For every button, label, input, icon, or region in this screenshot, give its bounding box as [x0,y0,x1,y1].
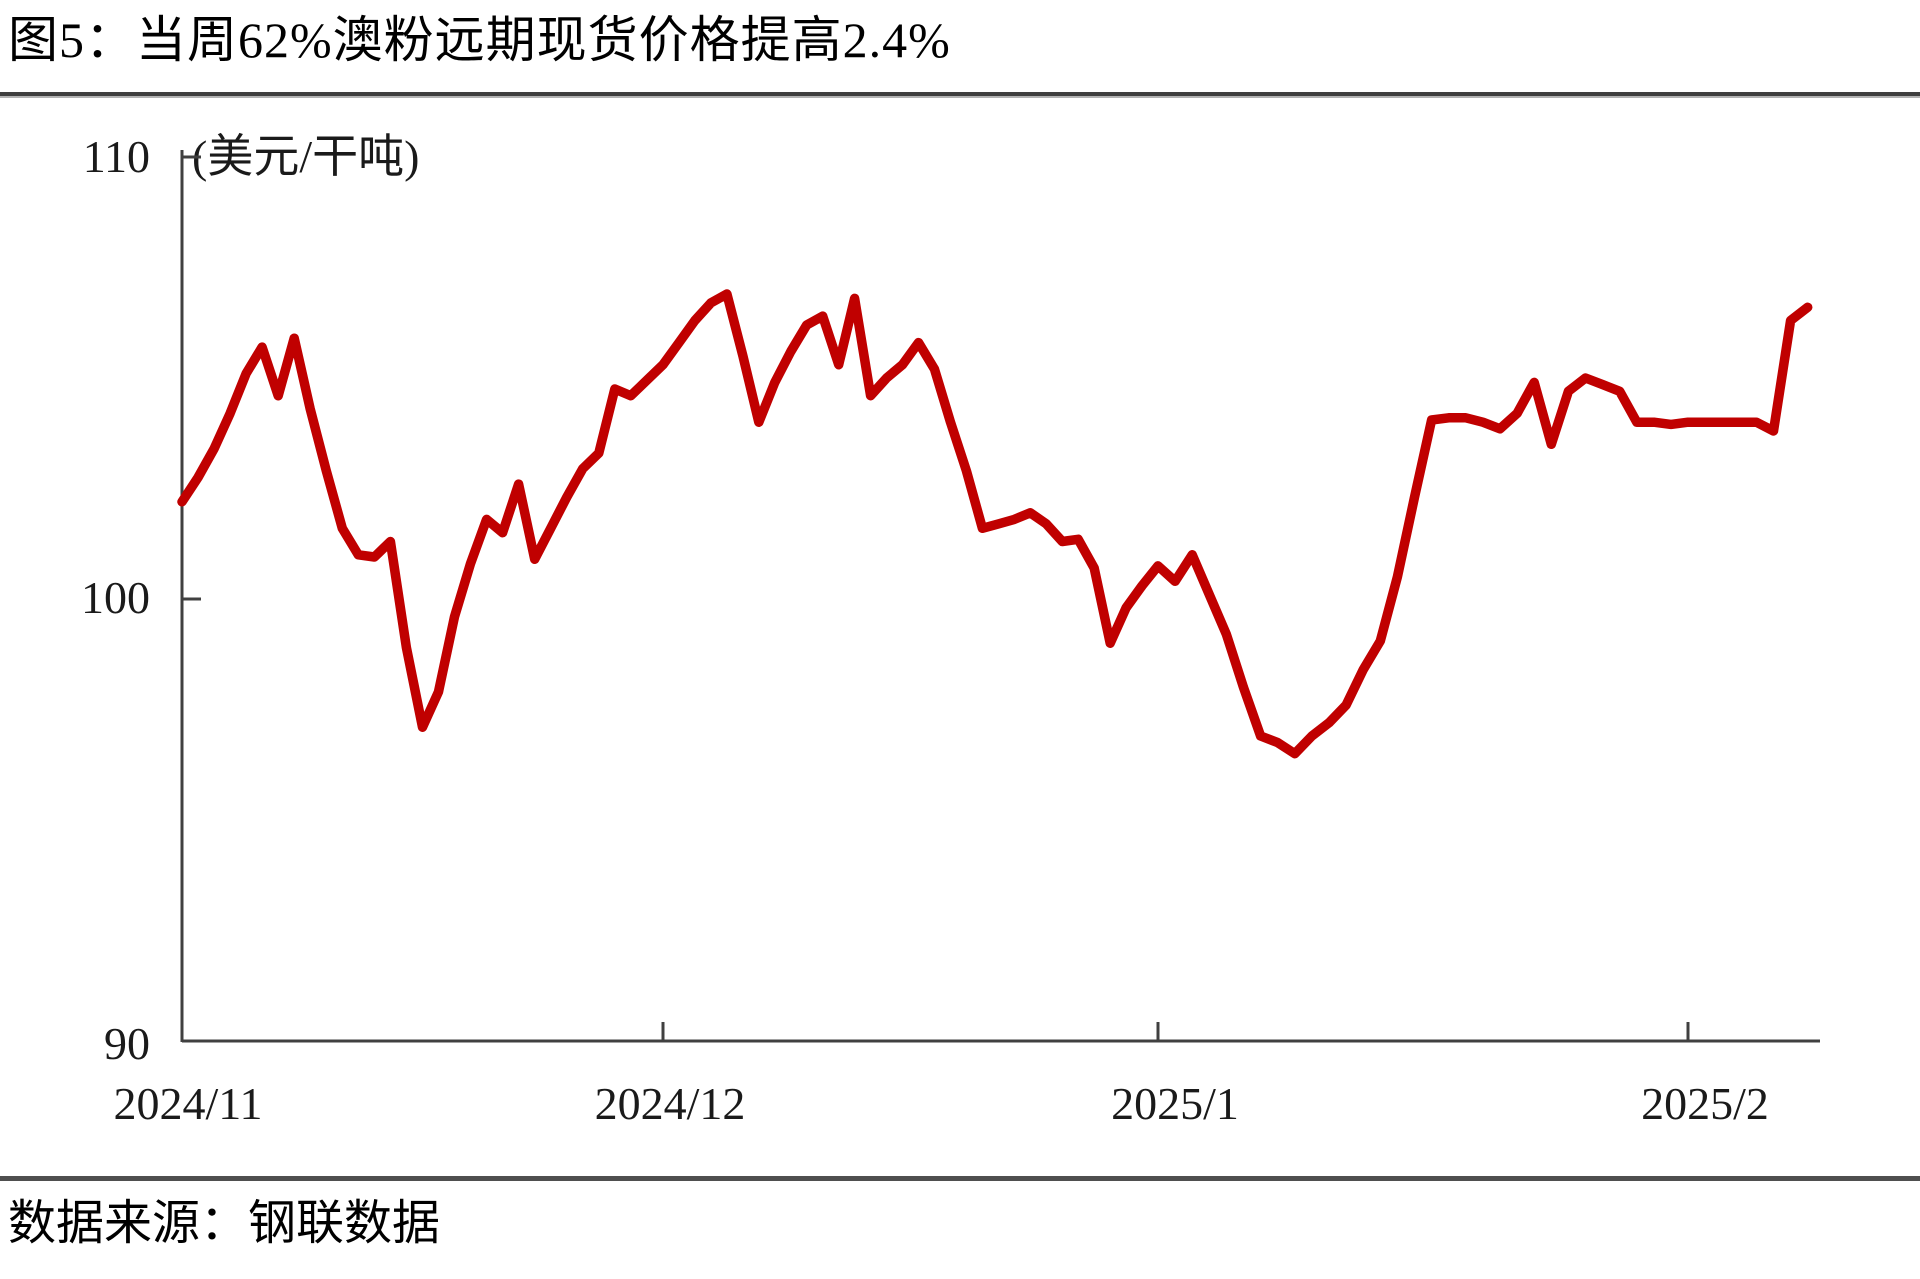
x-tick-label-2025-1: 2025/1 [1111,1078,1239,1129]
figure-title: 图5：当周62%澳粉远期现货价格提高2.4% [8,12,951,68]
y-tick-label-110: 110 [82,131,150,182]
y-tick-label-100: 100 [81,572,150,623]
x-tick-label-2025-2: 2025/2 [1641,1078,1769,1129]
x-tick-label-2024-11: 2024/11 [113,1078,263,1129]
data-source: 数据来源：钢联数据 [8,1197,441,1250]
price-series-line [177,289,1813,759]
x-tick-label-2024-12: 2024/12 [594,1078,746,1129]
y-tick-label-90: 90 [104,1018,150,1069]
source-divider [0,1176,1920,1181]
y-axis-unit-label: (美元/干吨) [192,131,420,182]
title-divider-light [0,96,1920,98]
title-divider-dark [0,92,1920,96]
